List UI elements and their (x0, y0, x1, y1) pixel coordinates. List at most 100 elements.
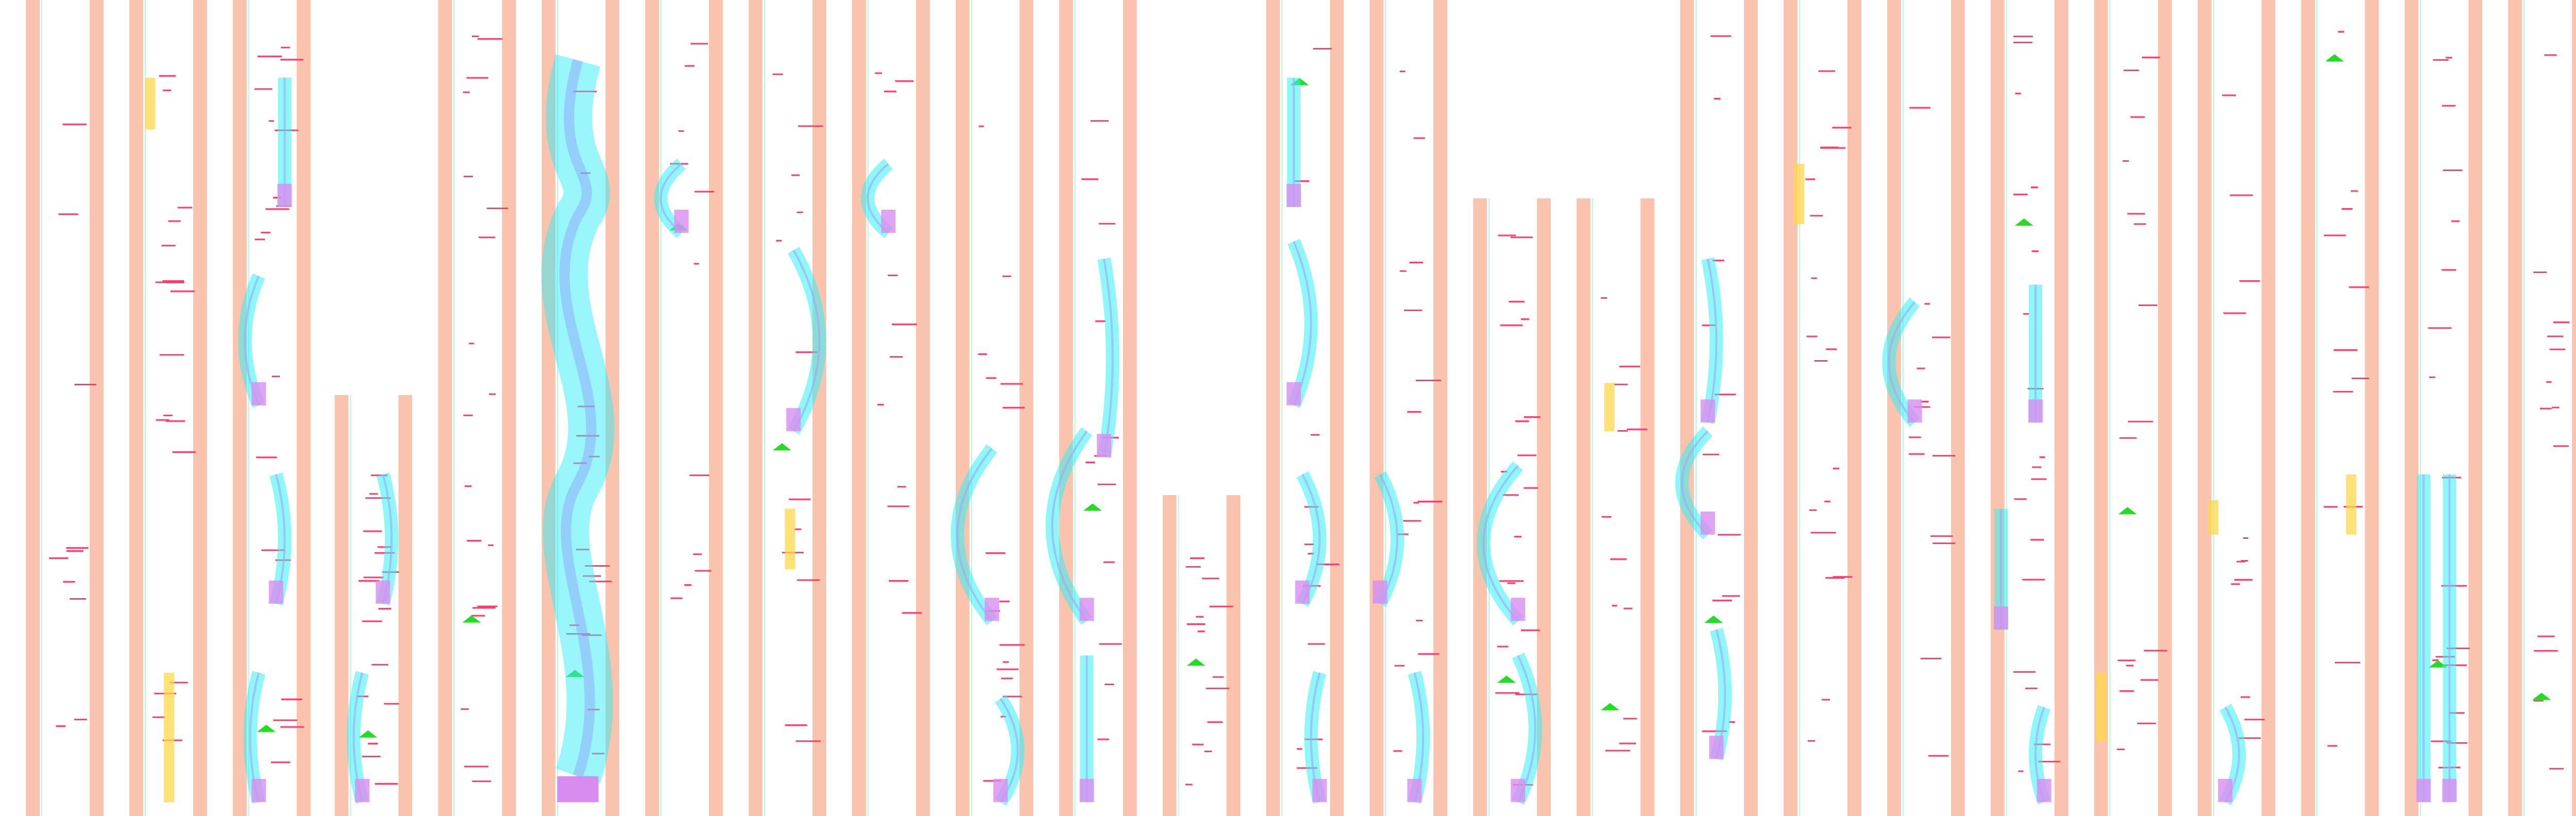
dimension-mark (2546, 381, 2552, 383)
dimension-mark (1501, 471, 1507, 473)
dimension-mark (281, 698, 302, 700)
dimension-mark (2338, 31, 2345, 33)
dimension-mark (467, 540, 482, 542)
drawing-panel (1680, 0, 1758, 816)
dimension-mark (2239, 280, 2260, 282)
dimension-mark (690, 43, 708, 45)
dimension-mark (2324, 506, 2338, 508)
frame-strip (2404, 0, 2419, 816)
cable-end (376, 580, 391, 604)
cable-run-outline (1681, 430, 1709, 536)
dimension-mark (788, 498, 811, 500)
dimension-mark (2142, 56, 2160, 58)
frame-strip (2197, 0, 2212, 816)
dimension-mark (2137, 722, 2156, 724)
frame-strip (812, 0, 826, 816)
dimension-mark (1908, 436, 1921, 438)
dimension-mark (1099, 643, 1122, 645)
dimension-mark (2533, 271, 2547, 274)
dimension-mark (56, 725, 65, 727)
dimension-mark (1825, 348, 1837, 350)
dimension-mark (2222, 94, 2236, 96)
dimension-mark (1187, 623, 1206, 625)
dimension-mark (2443, 169, 2463, 172)
dimension-mark (693, 553, 702, 555)
marker (1187, 658, 1206, 666)
dimension-mark (1295, 180, 1310, 182)
dimension-mark (362, 620, 382, 622)
dimension-mark (2446, 57, 2452, 59)
frame-strip (1640, 198, 1654, 816)
component-block (785, 508, 795, 569)
dimension-mark (177, 207, 192, 209)
dimension-mark (1394, 665, 1405, 667)
dimension-mark (464, 766, 488, 768)
dimension-mark (152, 716, 165, 718)
cable-end (1407, 778, 1422, 802)
cable-run-outline (792, 249, 821, 432)
cable-end (2037, 778, 2052, 802)
dimension-mark (1103, 561, 1115, 563)
dimension-mark (271, 761, 291, 763)
dimension-mark (1520, 318, 1530, 320)
dimension-mark (2333, 349, 2358, 351)
dimension-mark (2241, 560, 2248, 562)
dimension-mark (375, 783, 398, 785)
frame-strip (1744, 0, 1758, 816)
dimension-mark (693, 263, 699, 265)
dimension-mark (978, 353, 987, 355)
drawing-panel (1784, 0, 1861, 816)
dimension-mark (1818, 70, 1835, 72)
dimension-mark (1824, 500, 1831, 502)
frame-strip (1369, 0, 1384, 816)
dimension-mark (172, 451, 196, 453)
dimension-mark (2130, 116, 2145, 118)
component-block (145, 77, 156, 130)
frame-strip (1847, 0, 1861, 816)
marker (2429, 660, 2448, 668)
dimension-mark (1511, 236, 1533, 239)
dimension-mark (1308, 553, 1314, 555)
cable-run-outline (1517, 655, 1536, 803)
dimension-mark (2334, 661, 2361, 664)
dimension-mark (1310, 434, 1320, 436)
marker (2532, 692, 2551, 700)
dimension-mark (2234, 579, 2253, 581)
dimension-mark (281, 46, 290, 48)
frame-strip (1433, 0, 1448, 816)
dimension-mark (358, 580, 380, 582)
frame-strip (90, 0, 104, 816)
dimension-mark (2140, 679, 2159, 681)
dimension-mark (2447, 648, 2470, 650)
dimension-mark (2223, 312, 2246, 314)
dimension-mark (2013, 36, 2033, 38)
dimension-mark (2533, 700, 2544, 702)
dimension-mark (776, 240, 782, 242)
dimension-mark (1415, 379, 1442, 381)
drawing-panel (2301, 0, 2379, 816)
dimension-mark (2239, 737, 2261, 739)
marker (1704, 616, 1723, 623)
dimension-mark (895, 80, 914, 82)
dimension-mark (1413, 502, 1419, 504)
dimension-mark (1517, 454, 1537, 456)
dimension-mark (1090, 120, 1109, 122)
cable-end (557, 776, 599, 802)
dimension-mark (1499, 580, 1524, 582)
dimension-mark (159, 354, 184, 356)
cable-end (1372, 580, 1387, 604)
dimension-mark (585, 565, 610, 567)
dimension-mark (793, 528, 802, 530)
dimension-mark (1097, 738, 1109, 740)
frame-strip (1680, 0, 1694, 816)
dimension-mark (1185, 784, 1193, 786)
dimension-mark (273, 197, 281, 199)
dimension-mark (163, 414, 173, 416)
dimension-mark (1197, 630, 1205, 632)
dimension-mark (888, 580, 908, 582)
drawing-panel (645, 0, 723, 816)
dimension-mark (694, 570, 711, 572)
dimension-mark (384, 703, 399, 705)
dimension-mark (1097, 483, 1116, 485)
